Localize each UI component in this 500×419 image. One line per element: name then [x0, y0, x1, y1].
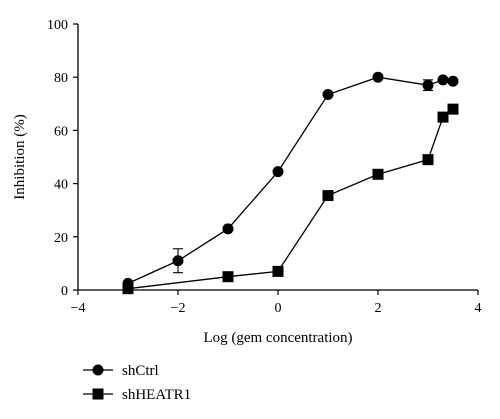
series-shHEATR1 [122, 103, 459, 295]
y-tick-label: 100 [47, 18, 68, 33]
data-point-shHEATR1 [422, 154, 434, 166]
data-point-shCtrl [222, 223, 234, 235]
legend-label: shHEATR1 [122, 387, 191, 403]
data-point-shCtrl [447, 75, 459, 87]
legend-marker [92, 388, 104, 400]
series-line-shHEATR1 [127, 108, 454, 290]
x-tick-label: 2 [375, 301, 382, 316]
data-point-shCtrl [272, 166, 284, 178]
y-tick-label: 60 [54, 124, 68, 139]
x-axis-title: Log (gem concentration) [203, 330, 352, 346]
data-point-shCtrl [372, 71, 384, 83]
legend-label: shCtrl [122, 363, 159, 379]
series-layer [122, 71, 459, 295]
data-point-shHEATR1 [322, 190, 334, 202]
series-shCtrl [122, 71, 459, 289]
y-tick-label: 20 [54, 231, 68, 246]
axes [77, 24, 478, 291]
data-point-shHEATR1 [372, 168, 384, 180]
data-point-shHEATR1 [272, 265, 284, 277]
legend: shCtrl shHEATR1 [83, 363, 191, 403]
x-tick-label: −4 [71, 301, 86, 316]
y-axis-title: Inhibition (%) [12, 114, 28, 199]
y-tick-label: 0 [61, 284, 68, 299]
x-tick-label: 0 [275, 301, 282, 316]
data-point-shCtrl [322, 88, 334, 100]
legend-item-shCtrl: shCtrl [83, 363, 159, 379]
x-tick-label: −2 [171, 301, 186, 316]
data-point-shHEATR1 [122, 283, 134, 295]
tick-marks [73, 23, 479, 295]
data-point-shCtrl [172, 255, 184, 267]
legend-marker [92, 364, 104, 376]
data-point-shCtrl [422, 79, 434, 91]
y-tick-label: 40 [54, 178, 68, 193]
y-tick-label: 80 [54, 71, 68, 86]
legend-item-shHEATR1: shHEATR1 [83, 387, 191, 403]
data-point-shHEATR1 [437, 111, 449, 123]
data-point-shHEATR1 [447, 103, 459, 115]
data-point-shCtrl [437, 74, 449, 86]
x-tick-label: 4 [475, 301, 482, 316]
data-point-shHEATR1 [222, 271, 234, 283]
